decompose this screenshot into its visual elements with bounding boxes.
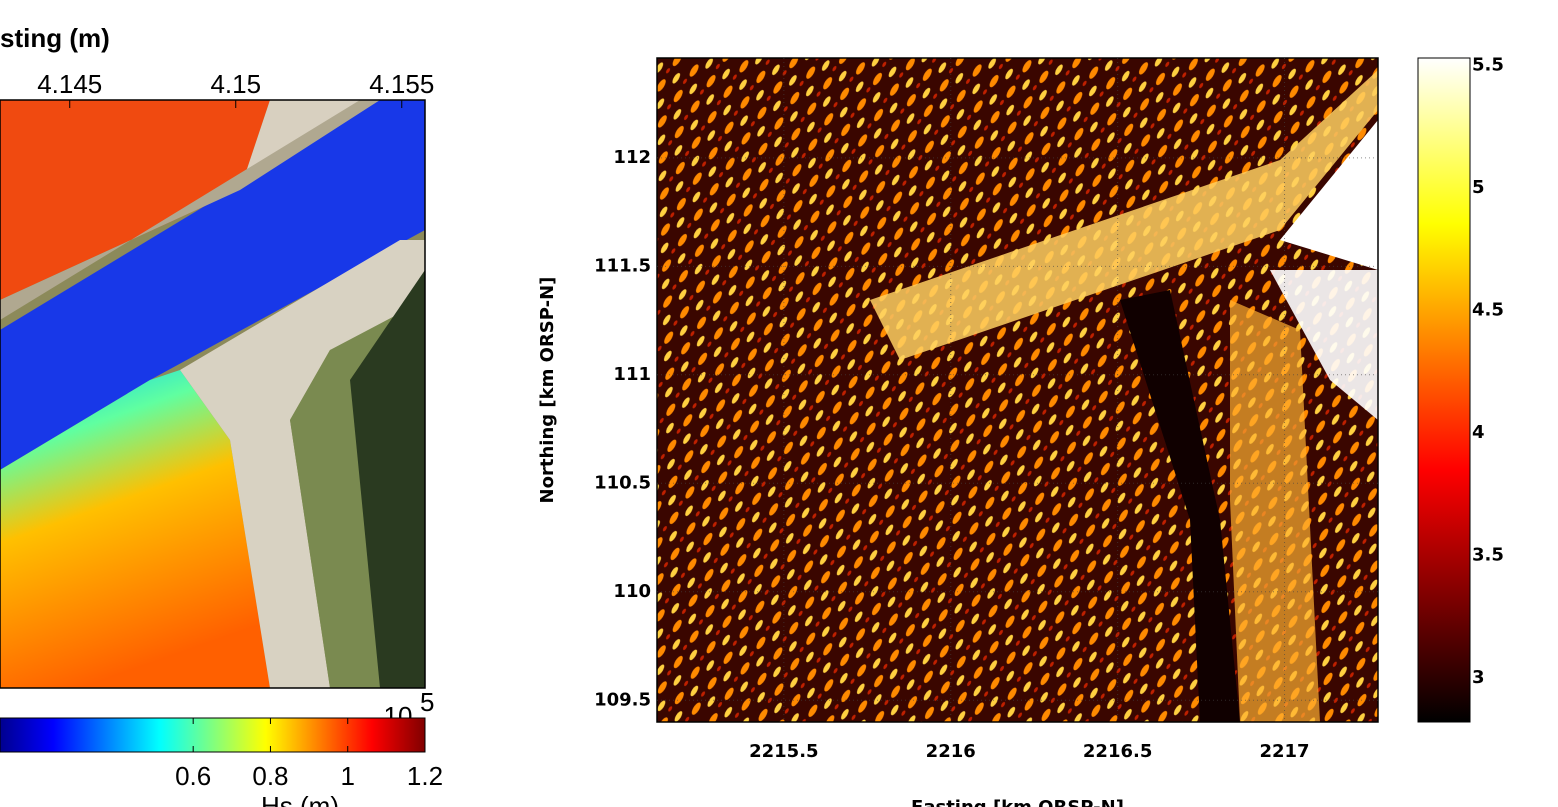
y-tick-label: 112 — [613, 147, 651, 168]
y-tick-label: 110 — [613, 581, 651, 602]
x-axis-label: Easting [km ORSP-N] — [911, 797, 1124, 807]
colorbar — [1418, 58, 1470, 722]
x-tick-label: 2217 — [1259, 741, 1309, 762]
y-tick-label: 111.5 — [594, 255, 651, 276]
colorbar-tick-label: 1 — [340, 761, 354, 791]
y-tick-label: 109.5 — [594, 689, 651, 710]
page: sting (m)4.1454.154.1551050.60.811.2Hs (… — [0, 0, 1558, 807]
y-axis-label: Northing [km ORSP-N] — [537, 277, 558, 504]
y-tick-label: 110.5 — [594, 472, 651, 493]
colorbar-tick-label: 5 — [1472, 177, 1485, 198]
colorbar-tick-label: 0.8 — [252, 761, 288, 791]
axis-title: sting (m) — [0, 23, 110, 53]
satellite-map — [0, 100, 425, 688]
colorbar-tick-label: 0.6 — [175, 761, 211, 791]
colorbar-tick-label: 3.5 — [1472, 544, 1504, 565]
colorbar-tick-label: 4.5 — [1472, 299, 1504, 320]
colorbar-label: Hs (m) — [261, 791, 339, 807]
colorbar-tick-label: 3 — [1472, 667, 1485, 688]
figure: sting (m)4.1454.154.1551050.60.811.2Hs (… — [0, 0, 1558, 807]
colorbar — [0, 718, 425, 752]
x-tick-label: 4.145 — [37, 69, 102, 99]
x-tick-label: 2216.5 — [1083, 741, 1152, 762]
colorbar-tick-label: 5.5 — [1472, 54, 1504, 75]
x-tick-label: 4.15 — [210, 69, 261, 99]
x-tick-label: 4.155 — [369, 69, 434, 99]
x-tick-label: 2216 — [926, 741, 976, 762]
multiplier-exponent: 5 — [420, 687, 434, 717]
colorbar-tick-label: 4 — [1472, 422, 1485, 443]
y-tick-label: 111 — [613, 364, 651, 385]
colorbar-tick-label: 1.2 — [407, 761, 443, 791]
x-tick-label: 2215.5 — [749, 741, 818, 762]
